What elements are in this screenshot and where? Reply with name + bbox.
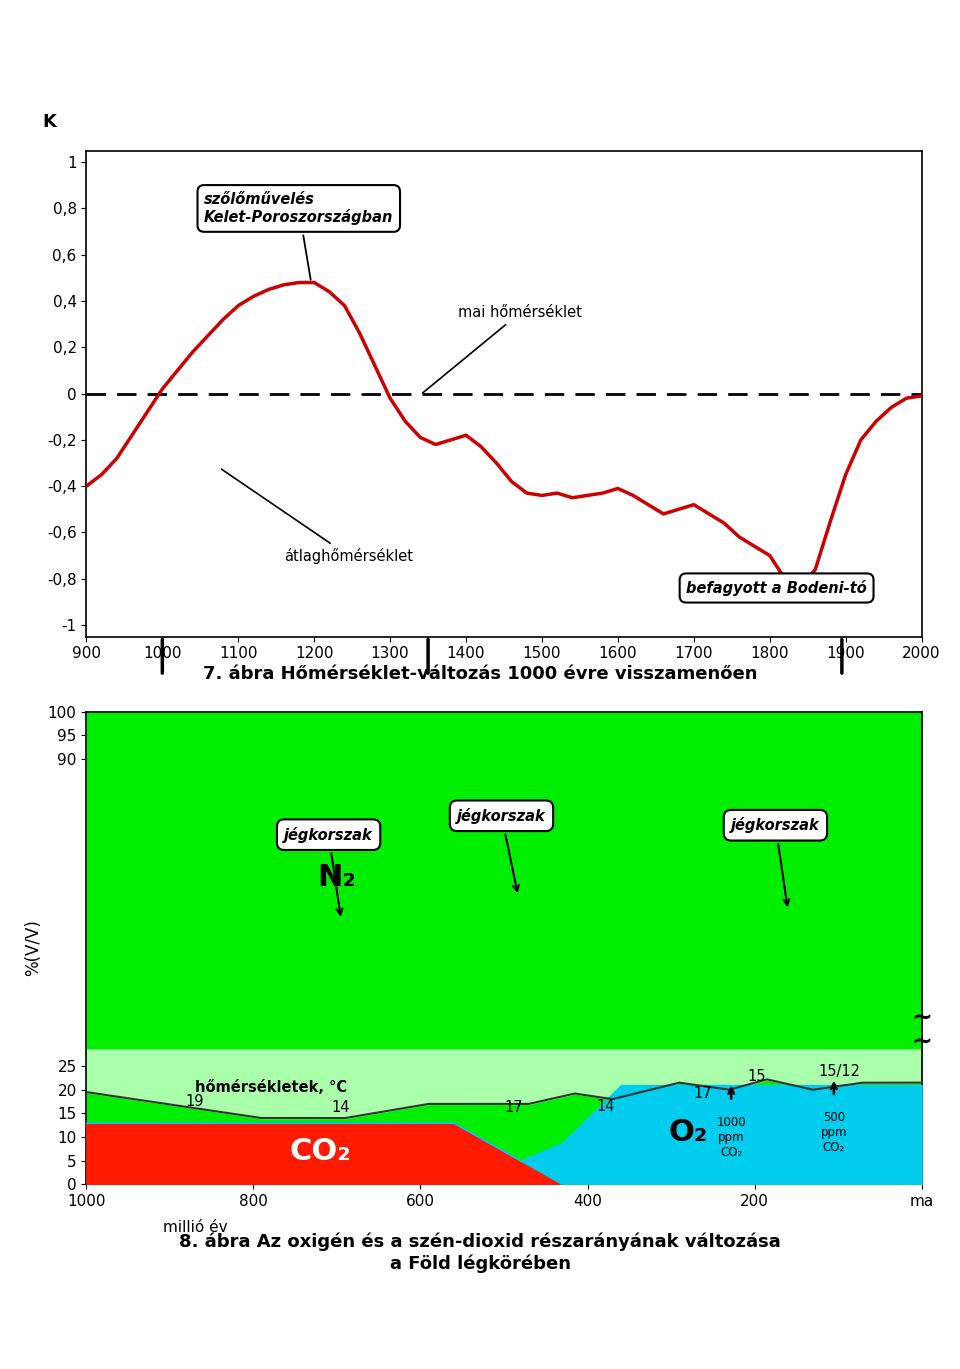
Text: 19: 19 [185, 1094, 204, 1109]
Text: 17: 17 [693, 1086, 712, 1101]
Text: 7. ábra Hőmérséklet-változás 1000 évre visszamenően: 7. ábra Hőmérséklet-változás 1000 évre v… [203, 664, 757, 683]
Text: mai hőmérséklet: mai hőmérséklet [422, 305, 583, 393]
Text: ∼: ∼ [911, 1006, 932, 1031]
Text: hőmérsékletek, °C: hőmérsékletek, °C [195, 1080, 348, 1095]
Text: K: K [42, 114, 56, 131]
Text: O₂: O₂ [668, 1117, 708, 1147]
Text: meleg időszak: meleg időszak [228, 713, 362, 731]
Text: 15/12: 15/12 [819, 1064, 861, 1079]
Text: jégkorszak: jégkorszak [284, 827, 373, 914]
Text: átlaghőmérséklet: átlaghőmérséklet [222, 470, 413, 564]
Text: N₂: N₂ [318, 862, 356, 891]
Text: 15: 15 [747, 1069, 765, 1084]
Text: jégkorszak: jégkorszak [732, 817, 820, 905]
Text: CO₂: CO₂ [290, 1136, 351, 1165]
Text: 8. ábra Az oxigén és a szén-dioxid részarányának változása
a Föld légkörében: 8. ábra Az oxigén és a szén-dioxid résza… [180, 1232, 780, 1273]
Text: ∼: ∼ [911, 1031, 932, 1054]
Text: 14: 14 [332, 1101, 350, 1116]
Text: 1000
ppm
CO₂: 1000 ppm CO₂ [716, 1116, 746, 1158]
Text: jégkorszak: jégkorszak [457, 808, 546, 891]
Text: kis jégkorszak (vége 1895): kis jégkorszak (vége 1895) [508, 713, 758, 731]
Text: befagyott a Bodeni-tó: befagyott a Bodeni-tó [686, 580, 867, 596]
Text: 500
ppm
CO₂: 500 ppm CO₂ [821, 1112, 847, 1154]
Y-axis label: %(V/V): %(V/V) [24, 920, 42, 976]
Text: 14: 14 [597, 1099, 615, 1114]
Text: millió év: millió év [162, 1220, 228, 1235]
Text: szőlőművelés
Kelet-Poroszországban: szőlőművelés Kelet-Poroszországban [204, 192, 394, 279]
Text: 17: 17 [505, 1099, 523, 1114]
